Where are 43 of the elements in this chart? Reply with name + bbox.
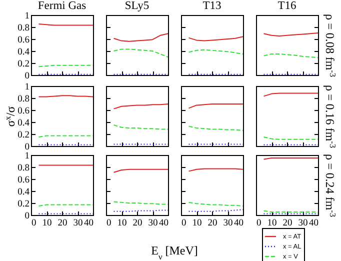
y-tick-label: 0.2 bbox=[18, 130, 30, 140]
y-tick-label: 0.2 bbox=[18, 200, 30, 210]
x-axis-title: E$_{ν}$ [MeV] bbox=[151, 244, 198, 261]
x-tick-label: 10 bbox=[267, 218, 277, 228]
y-tick-label: 1 bbox=[24, 82, 30, 92]
x-tick-label: 40 bbox=[159, 218, 169, 228]
chart-title: Fermi Gas bbox=[38, 0, 87, 12]
y-tick-label: 0.4 bbox=[18, 118, 30, 128]
x-tick-label: 40 bbox=[84, 218, 94, 228]
x-tick-label: 0 bbox=[182, 218, 186, 228]
x-tick-label: 30 bbox=[223, 218, 233, 228]
chart-title: SLy5 bbox=[124, 0, 150, 12]
x-tick-label: 20 bbox=[208, 218, 218, 228]
x-tick-label: 10 bbox=[117, 218, 127, 228]
x-tick-label: 10 bbox=[42, 218, 52, 228]
y-tick-label: 0.6 bbox=[18, 106, 30, 116]
x-tick-label: 30 bbox=[148, 218, 158, 228]
x-tick-label: 40 bbox=[234, 218, 244, 228]
x-tick-label: 20 bbox=[132, 218, 142, 228]
y-tick-label: 0.8 bbox=[18, 164, 30, 174]
y-tick-label: 0.4 bbox=[18, 188, 30, 198]
y-tick-label: 0.8 bbox=[18, 94, 30, 104]
x-tick-label: 0 bbox=[106, 218, 112, 228]
y-tick-label: 0.8 bbox=[18, 24, 30, 34]
x-tick-label: 30 bbox=[298, 218, 308, 228]
x-tick-label: 30 bbox=[73, 218, 83, 228]
y-tick-label: 0.6 bbox=[18, 36, 30, 46]
x-tick-label: 20 bbox=[282, 218, 292, 228]
y-tick-label: 0.2 bbox=[18, 60, 30, 70]
y-tick-label: 1 bbox=[24, 152, 30, 162]
x-tick-label: 0 bbox=[256, 218, 262, 228]
y-tick-label: 0.4 bbox=[18, 48, 30, 58]
x-tick-label: 20 bbox=[58, 218, 68, 228]
y-tick-label: 0.6 bbox=[18, 176, 30, 186]
y-tick-label: 0 bbox=[24, 142, 30, 152]
x-tick-label: 10 bbox=[192, 218, 202, 228]
y-tick-label: 0 bbox=[24, 72, 30, 82]
y-tick-label: 1 bbox=[24, 12, 30, 22]
x-tick-label: 40 bbox=[309, 218, 319, 228]
x-tick-label: 0 bbox=[32, 218, 36, 228]
chart-title: T13 bbox=[202, 0, 222, 12]
chart-title: T16 bbox=[278, 0, 297, 12]
y-tick-label: 0 bbox=[24, 212, 30, 222]
